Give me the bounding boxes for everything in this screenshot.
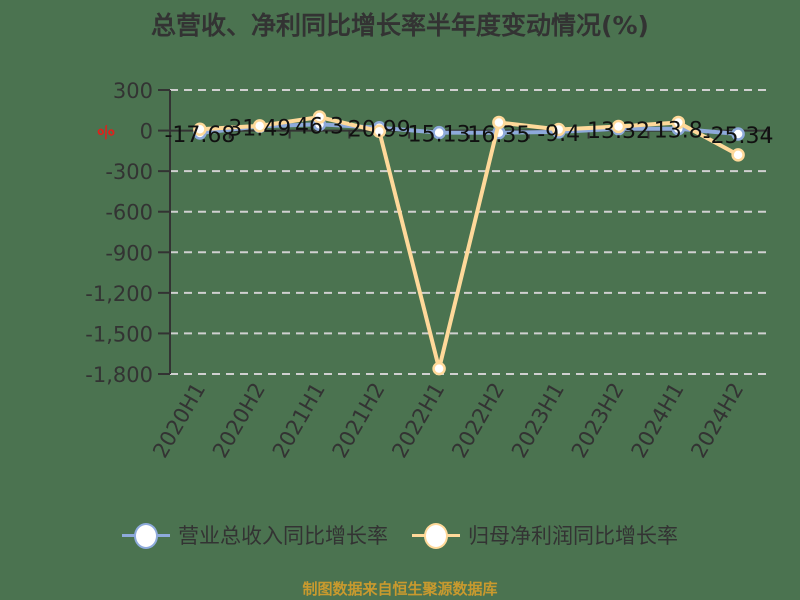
legend: 营业总收入同比增长率 归母净利润同比增长率 (0, 520, 800, 550)
data-point[interactable] (252, 119, 267, 133)
data-label: -9.4 (537, 122, 580, 147)
x-tick-label: 2022H2 (447, 379, 509, 463)
y-tick-label: -300 (105, 160, 153, 184)
data-point[interactable] (671, 115, 686, 130)
revenue-growth-line (199, 122, 739, 136)
x-tick-label: 2024H1 (627, 379, 689, 463)
legend-item-revenue[interactable]: 营业总收入同比增长率 (122, 520, 388, 550)
data-label: 20.99 (348, 118, 411, 143)
y-tick-label: -1,800 (85, 363, 153, 387)
data-label: 13.8 (654, 119, 703, 144)
data-label: 31.49 (228, 116, 291, 141)
y-tick-label: -1,200 (85, 282, 153, 306)
data-label: -25.34 (703, 124, 774, 149)
x-tick-label: 2023H1 (507, 379, 569, 463)
x-tick-label: 2024H2 (686, 379, 748, 463)
x-tick-label: 2023H2 (567, 379, 629, 463)
legend-marker-revenue-icon (122, 520, 170, 550)
x-axis-labels: 2020H12020H22021H12021H22022H12022H22023… (148, 378, 748, 462)
data-label: 46.3 (295, 114, 344, 139)
data-label: -17.68 (164, 123, 235, 148)
data-point[interactable] (731, 148, 745, 162)
y-tick-label: -900 (105, 241, 153, 265)
data-point[interactable] (432, 361, 446, 376)
data-point[interactable] (611, 119, 626, 134)
net-profit-growth-line (199, 115, 740, 371)
data-point[interactable] (551, 122, 566, 137)
y-tick-label: 300 (113, 79, 153, 103)
percent-icon: % (95, 120, 118, 144)
data-source-note: 制图数据来自恒生聚源数据库 (302, 580, 498, 598)
x-tick-label: 2022H1 (387, 378, 449, 462)
y-tick-label: 0 (140, 120, 153, 144)
data-label: 13.32 (587, 119, 650, 144)
data-point[interactable] (731, 127, 745, 141)
data-point[interactable] (432, 125, 446, 140)
series-lines (193, 110, 745, 376)
x-tick-label: 2020H2 (208, 379, 270, 463)
data-point[interactable] (492, 115, 506, 130)
legend-marker-net-profit-icon (412, 520, 460, 550)
chart-title: 总营收、净利同比增长率半年度变动情况(%) (151, 11, 649, 40)
data-point[interactable] (193, 122, 207, 136)
x-tick-label: 2021H1 (268, 379, 330, 463)
data-point[interactable] (312, 110, 327, 124)
legend-item-net-profit[interactable]: 归母净利润同比增长率 (412, 520, 678, 550)
data-label: 16.35 (467, 123, 530, 148)
x-tick-label: 2021H2 (328, 379, 390, 463)
x-tick-label: 2020H1 (148, 379, 210, 463)
data-point[interactable] (372, 124, 387, 138)
data-label: 15.13 (408, 123, 471, 148)
legend-label-net-profit: 归母净利润同比增长率 (468, 524, 678, 548)
y-tick-label: -1,500 (85, 322, 153, 346)
legend-label-revenue: 营业总收入同比增长率 (178, 524, 388, 548)
y-axis-labels: 300 0 -300 -600 -900 -1,200 -1,500 -1,800 (85, 79, 153, 387)
y-tick-label: -600 (105, 201, 153, 225)
